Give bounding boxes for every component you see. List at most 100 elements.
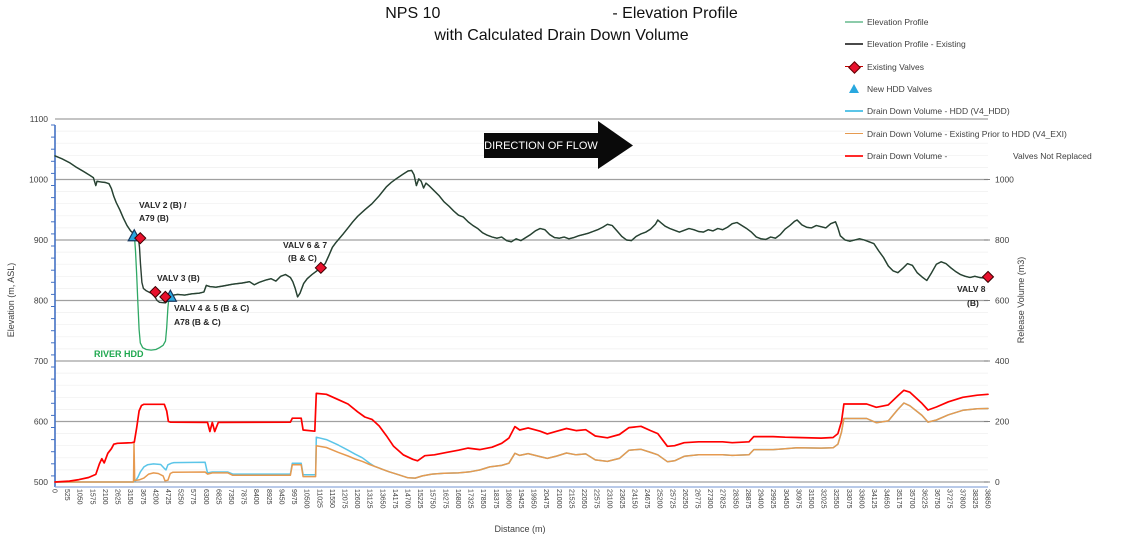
valve-markers bbox=[127, 228, 995, 304]
existing-valve-marker bbox=[134, 231, 147, 245]
annotation-valv3: VALV 3 (B) bbox=[157, 273, 200, 283]
x-axis-tick-label: 12075 bbox=[340, 489, 347, 509]
major-gridlines bbox=[55, 118, 988, 483]
legend-item-label: Elevation Profile - Existing bbox=[867, 39, 966, 50]
chart-title-line1-right: - Elevation Profile bbox=[612, 5, 738, 22]
legend-item: Drain Down Volume - Existing Prior to HD… bbox=[845, 122, 1113, 144]
x-axis-tick-label: 38850 bbox=[984, 489, 991, 509]
x-axis-tick-label: 23100 bbox=[605, 489, 612, 509]
x-axis-tick-label: 26250 bbox=[681, 489, 688, 509]
x-axis-tick-label: 34650 bbox=[883, 489, 890, 509]
arrow-head bbox=[598, 121, 633, 169]
x-axis-tick-label: 11550 bbox=[328, 489, 335, 508]
x-axis-tick-label: 525 bbox=[63, 489, 70, 501]
x-axis-tick-label: 37275 bbox=[946, 489, 953, 509]
x-axis-tick-label: 35700 bbox=[908, 489, 915, 509]
x-axis-tick-label: 13125 bbox=[366, 489, 373, 509]
x-axis-tick-label: 21525 bbox=[567, 489, 574, 509]
x-axis-tick-label: 33075 bbox=[845, 489, 852, 509]
legend-item: Existing Valves bbox=[845, 56, 1113, 78]
left-axis-tick-label: 700 bbox=[34, 356, 48, 366]
legend-item: Elevation Profile bbox=[845, 11, 1113, 33]
annotation-river-hdd: RIVER HDD bbox=[94, 349, 144, 359]
x-axis-tick-label: 30450 bbox=[782, 489, 789, 509]
x-axis-tick-label: 22050 bbox=[580, 489, 587, 509]
x-axis-tick-label: 16275 bbox=[441, 489, 448, 509]
series-drain-down-volume-valves-not-replaced bbox=[54, 389, 989, 483]
legend-item-label: Elevation Profile bbox=[867, 17, 929, 28]
annotation-valv2-line1: VALV 2 (B) / bbox=[139, 200, 187, 210]
x-axis-tick-label: 9975 bbox=[290, 489, 297, 505]
legend-item-label: New HDD Valves bbox=[867, 84, 933, 95]
x-axis-tick-label: 5775 bbox=[189, 489, 196, 505]
x-axis-tick-label: 8400 bbox=[252, 489, 259, 505]
x-axis-tick-label: 25200 bbox=[656, 489, 663, 509]
x-axis-tick-label: 15750 bbox=[429, 489, 436, 509]
x-axis-tick-label: 28875 bbox=[744, 489, 751, 509]
x-axis-tick-label: 23625 bbox=[618, 489, 625, 509]
legend-item: New HDD Valves bbox=[845, 78, 1113, 100]
x-axis-tick-label: 19950 bbox=[530, 489, 537, 509]
x-axis-tick-label: 8925 bbox=[265, 489, 272, 505]
x-axis-tick-label: 18900 bbox=[504, 489, 511, 509]
series-elevation-profile-existing bbox=[54, 155, 989, 304]
x-axis-tick-label: 19425 bbox=[517, 489, 524, 509]
existing-valve-marker bbox=[149, 285, 162, 299]
left-axis-tick-label: 800 bbox=[34, 296, 48, 306]
x-axis-tick-label: 10500 bbox=[303, 489, 310, 509]
chart-title-line1: NPS 10 - Elevation Profile bbox=[385, 5, 738, 23]
x-axis-tick-label: 9450 bbox=[277, 489, 284, 505]
line-swatch-icon bbox=[845, 150, 863, 162]
x-axis-tick-label: 27825 bbox=[719, 489, 726, 509]
left-axis-tick-label: 1000 bbox=[29, 175, 48, 185]
series-drain-down-volume-existing-prior-to-hdd-v4-exi- bbox=[54, 402, 989, 483]
line-swatch-icon bbox=[845, 128, 863, 140]
line-swatch-icon bbox=[845, 38, 863, 50]
annotation-valv8-line2: (B) bbox=[967, 298, 979, 308]
x-axis-tick-label: 15225 bbox=[416, 489, 423, 509]
line-swatch-icon bbox=[845, 16, 863, 28]
arrow-body bbox=[484, 133, 599, 158]
x-axis-tick-labels: 0 525 1050 1575 2100 2625 3150 3675 4200 4725 5250… bbox=[51, 489, 991, 509]
line-swatch-icon bbox=[845, 105, 863, 117]
triangle-marker-icon bbox=[845, 83, 863, 95]
diamond-marker-icon bbox=[845, 60, 863, 74]
x-axis-tick-label: 22575 bbox=[593, 489, 600, 509]
right-axis-tick-label: 0 bbox=[995, 477, 1000, 487]
right-axis-tick-label: 200 bbox=[995, 417, 1009, 427]
x-axis-tick-label: 20475 bbox=[542, 489, 549, 509]
x-axis-tick-label: 17850 bbox=[479, 489, 486, 509]
x-axis-tick-label: 3150 bbox=[126, 489, 133, 505]
x-axis-tick-label: 7350 bbox=[227, 489, 234, 505]
x-axis-tick-label: 32550 bbox=[832, 489, 839, 509]
x-axis-tick-label: 30975 bbox=[794, 489, 801, 509]
chart-title: NPS 10 - Elevation Profile with Calculat… bbox=[0, 5, 1123, 45]
x-axis-tick-label: 34125 bbox=[870, 489, 877, 509]
annotation-valv67-line2: (B & C) bbox=[288, 253, 317, 263]
x-axis-tick-label: 14700 bbox=[404, 489, 411, 509]
x-axis-tick-label: 33600 bbox=[857, 489, 864, 509]
x-axis-tick-label: 31500 bbox=[807, 489, 814, 509]
x-axis-tick-label: 6300 bbox=[202, 489, 209, 505]
right-axis-tick-label: 800 bbox=[995, 235, 1009, 245]
right-axis-tick-label: 400 bbox=[995, 356, 1009, 366]
x-axis-tick-label: 0 bbox=[51, 489, 58, 493]
existing-valve-marker bbox=[981, 270, 995, 284]
left-axis-title: Elevation (m, ASL) bbox=[6, 263, 16, 338]
x-axis-tick-label: 4200 bbox=[151, 489, 158, 505]
x-axis-tick-label: 6825 bbox=[214, 489, 221, 505]
x-axis-tick-label: 37800 bbox=[958, 489, 965, 509]
right-axis-title: Release Volume (m3) bbox=[1016, 257, 1026, 344]
x-axis-tick-label: 14175 bbox=[391, 489, 398, 509]
annotations: VALV 2 (B) / A79 (B) VALV 3 (B) VALV 4 &… bbox=[94, 200, 986, 359]
x-axis-tick-label: 21000 bbox=[555, 489, 562, 509]
x-axis-tick-label: 11025 bbox=[315, 489, 322, 508]
x-axis-tick-label: 1050 bbox=[76, 489, 83, 505]
x-axis-tick-label: 24675 bbox=[643, 489, 650, 509]
legend-item-label: Existing Valves bbox=[867, 61, 925, 72]
x-axis-tick-label: 4725 bbox=[164, 489, 171, 505]
axes bbox=[51, 124, 990, 488]
x-axis-tick-label: 25725 bbox=[668, 489, 675, 509]
